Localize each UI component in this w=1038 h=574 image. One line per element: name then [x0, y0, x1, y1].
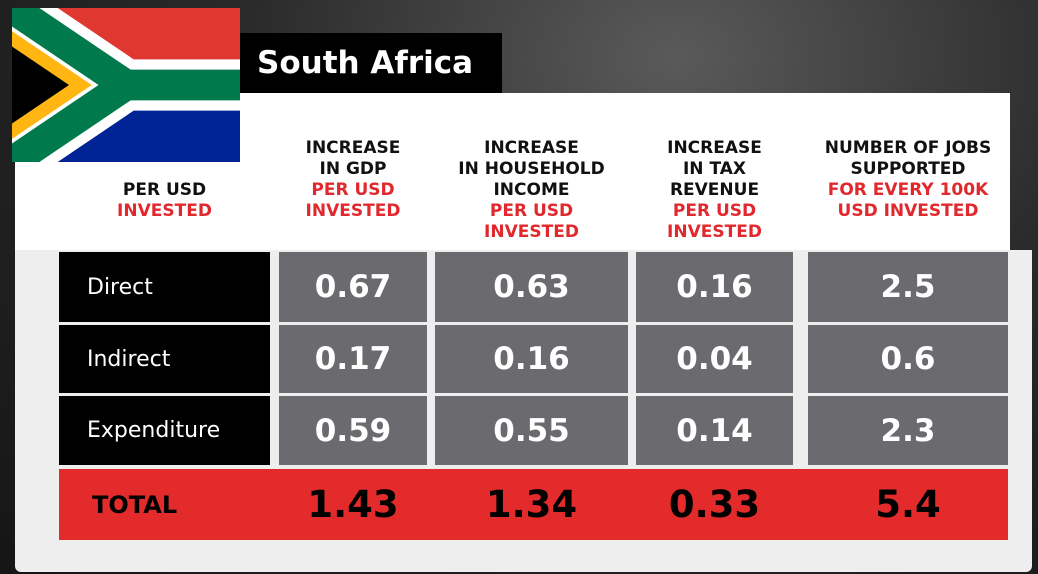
column-header: INCREASE IN GDP PER USD INVESTED	[279, 138, 427, 222]
value-cell: 0.55	[435, 396, 628, 465]
total-value: 5.4	[875, 483, 941, 526]
header-line: INCREASE	[305, 138, 401, 158]
header-line: IN GDP	[319, 159, 387, 179]
value-cell: 0.6	[808, 325, 1008, 393]
value-cell: 0.17	[279, 325, 427, 393]
row-label: Indirect	[59, 325, 270, 393]
total-row	[59, 469, 1008, 540]
row-label: Expenditure	[59, 396, 270, 465]
header-highlight: USD INVESTED	[837, 201, 979, 221]
title: South Africa	[240, 33, 502, 93]
total-value: 1.43	[307, 483, 399, 526]
column-header: PER USD INVESTED	[59, 180, 270, 222]
header-line: PER USD	[122, 180, 207, 200]
value-cell: 0.14	[636, 396, 793, 465]
header-line: SUPPORTED	[850, 159, 966, 179]
header-highlight: INVESTED	[305, 201, 401, 221]
value-cell: 0.67	[279, 252, 427, 322]
value-cell: 2.3	[808, 396, 1008, 465]
header-highlight: INVESTED	[667, 222, 762, 242]
value-cell: 0.59	[279, 396, 427, 465]
header-line: INCOME	[493, 180, 570, 200]
total-label: TOTAL	[92, 490, 178, 519]
header-line: NUMBER OF JOBS	[824, 138, 992, 158]
header-line: INCREASE	[667, 138, 762, 158]
total-value: 0.33	[668, 483, 761, 526]
header-line: IN TAX	[682, 159, 746, 179]
value-cell: 0.04	[636, 325, 793, 393]
value-cell: 0.16	[636, 252, 793, 322]
header-highlight: PER USD	[489, 201, 574, 221]
header-highlight: INVESTED	[484, 222, 579, 242]
value-cell: 2.5	[808, 252, 1008, 322]
column-header: NUMBER OF JOBS SUPPORTED FOR EVERY 100K USD…	[808, 138, 1008, 222]
value-cell: 0.16	[435, 325, 628, 393]
row-label: Direct	[59, 252, 270, 322]
header-highlight: FOR EVERY 100K	[827, 180, 989, 200]
column-header: INCREASE IN TAX REVENUE PER USD INVESTED	[636, 138, 793, 243]
flag	[12, 8, 240, 162]
column-header: INCREASE IN HOUSEHOLD INCOME PER USD INVESTE…	[435, 138, 628, 243]
header-line: REVENUE	[669, 180, 760, 200]
header-line: IN HOUSEHOLD	[458, 159, 605, 179]
value-cell: 0.63	[435, 252, 628, 322]
total-value: 1.34	[485, 483, 578, 526]
header-highlight: INVESTED	[117, 201, 212, 221]
header-highlight: PER USD	[672, 201, 757, 221]
header-highlight: PER USD	[311, 180, 395, 200]
header-line: INCREASE	[484, 138, 579, 158]
